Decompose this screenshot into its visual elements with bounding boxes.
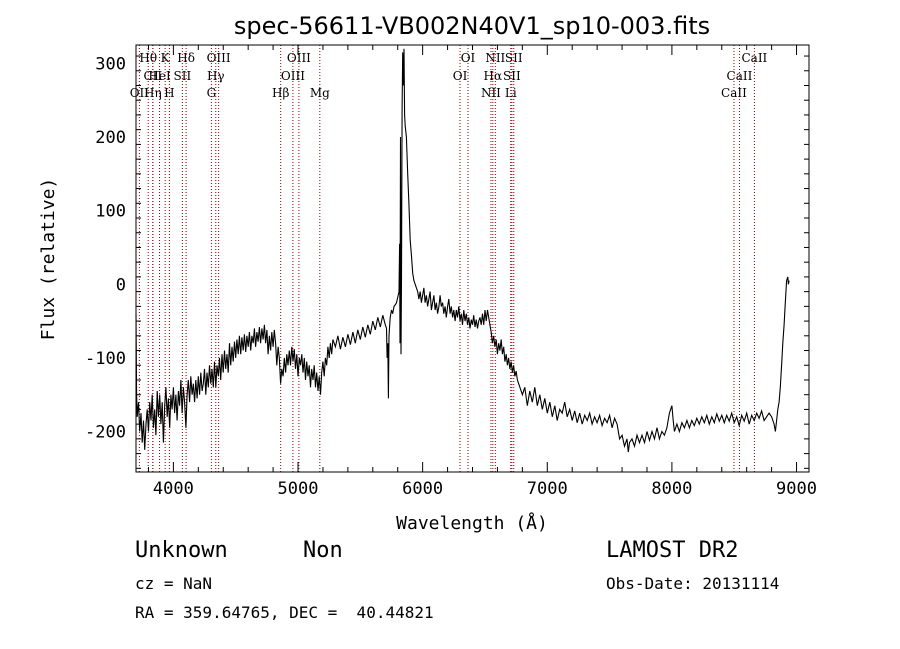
x-tick-label-0: 4000 bbox=[153, 479, 194, 499]
spectral-line-label-22: SII bbox=[503, 69, 521, 83]
spectrum-series bbox=[135, 48, 790, 453]
y-axis: -200 -100 0 100 200 300 bbox=[85, 54, 809, 469]
y-tick-label-3: 100 bbox=[95, 202, 126, 222]
object-subclass: Non bbox=[303, 538, 343, 563]
spectral-line-label-26: CaII bbox=[721, 86, 747, 100]
spectral-line-label-23: Li bbox=[505, 86, 517, 100]
x-tick-label-4: 8000 bbox=[651, 479, 692, 499]
y-axis-label: Flux (relative) bbox=[38, 178, 59, 341]
y-tick-label-5: 300 bbox=[95, 54, 126, 74]
spectral-line-label-9: OIII bbox=[207, 51, 231, 65]
y-tick-label-2: 0 bbox=[116, 275, 126, 295]
spectral-line-label-13: OIII bbox=[281, 69, 305, 83]
spectral-line-label-4: HeI bbox=[148, 69, 171, 83]
observation-date: Obs-Date: 20131114 bbox=[606, 574, 780, 593]
x-tick-label-5: 9000 bbox=[776, 479, 817, 499]
survey-name: LAMOST DR2 bbox=[606, 538, 739, 563]
y-tick-label-0: -200 bbox=[85, 423, 126, 443]
spectral-line-label-6: Hδ bbox=[177, 51, 195, 65]
spectral-line-label-17: OI bbox=[453, 69, 468, 83]
spectral-line-label-2: OII bbox=[130, 86, 150, 100]
spectral-line-label-14: Hβ bbox=[272, 86, 289, 100]
spectral-line-label-21: SII bbox=[505, 51, 523, 65]
y-tick-label-4: 200 bbox=[95, 128, 126, 148]
x-axis: 4000 5000 6000 7000 8000 9000 bbox=[147, 45, 817, 499]
spectral-line-label-0: Hθ bbox=[139, 51, 157, 65]
x-tick-label-3: 7000 bbox=[527, 479, 568, 499]
spectral-line-label-11: G bbox=[207, 86, 217, 100]
chart-title: spec-56611-VB002N40V1_sp10-003.fits bbox=[234, 12, 710, 40]
spectral-line-label-25: CaII bbox=[727, 69, 753, 83]
y-tick-label-1: -100 bbox=[85, 349, 126, 369]
redshift-value: cz = NaN bbox=[135, 574, 213, 593]
spectral-line-label-24: CaII bbox=[741, 51, 767, 65]
spectral-line-label-15: Mg bbox=[310, 86, 330, 100]
spectral-line-label-7: SII bbox=[174, 69, 192, 83]
coordinates: RA = 359.64765, DEC = 40.44821 bbox=[135, 603, 434, 622]
object-class: Unknown bbox=[135, 538, 228, 563]
spectral-line-label-5: Hη bbox=[144, 86, 162, 100]
x-tick-label-2: 6000 bbox=[402, 479, 443, 499]
x-axis-label: Wavelength (Å) bbox=[396, 512, 548, 534]
spectral-line-label-3: K bbox=[161, 51, 171, 65]
spectrum-line-0 bbox=[135, 48, 790, 453]
plot-frame bbox=[135, 44, 810, 473]
spectrum-chart: spec-56611-VB002N40V1_sp10-003.fits HθCI… bbox=[38, 12, 817, 534]
spectral-line-label-10: Hγ bbox=[207, 69, 225, 83]
spectral-line-label-8: H bbox=[164, 86, 174, 100]
spectral-line-label-16: OI bbox=[461, 51, 476, 65]
x-tick-label-1: 5000 bbox=[278, 479, 319, 499]
spectral-line-label-12: OIII bbox=[287, 51, 311, 65]
spectral-line-label-18: NII bbox=[485, 51, 505, 65]
spectral-line-label-19: Hα bbox=[484, 69, 503, 83]
spectral-line-label-20: NII bbox=[481, 86, 501, 100]
